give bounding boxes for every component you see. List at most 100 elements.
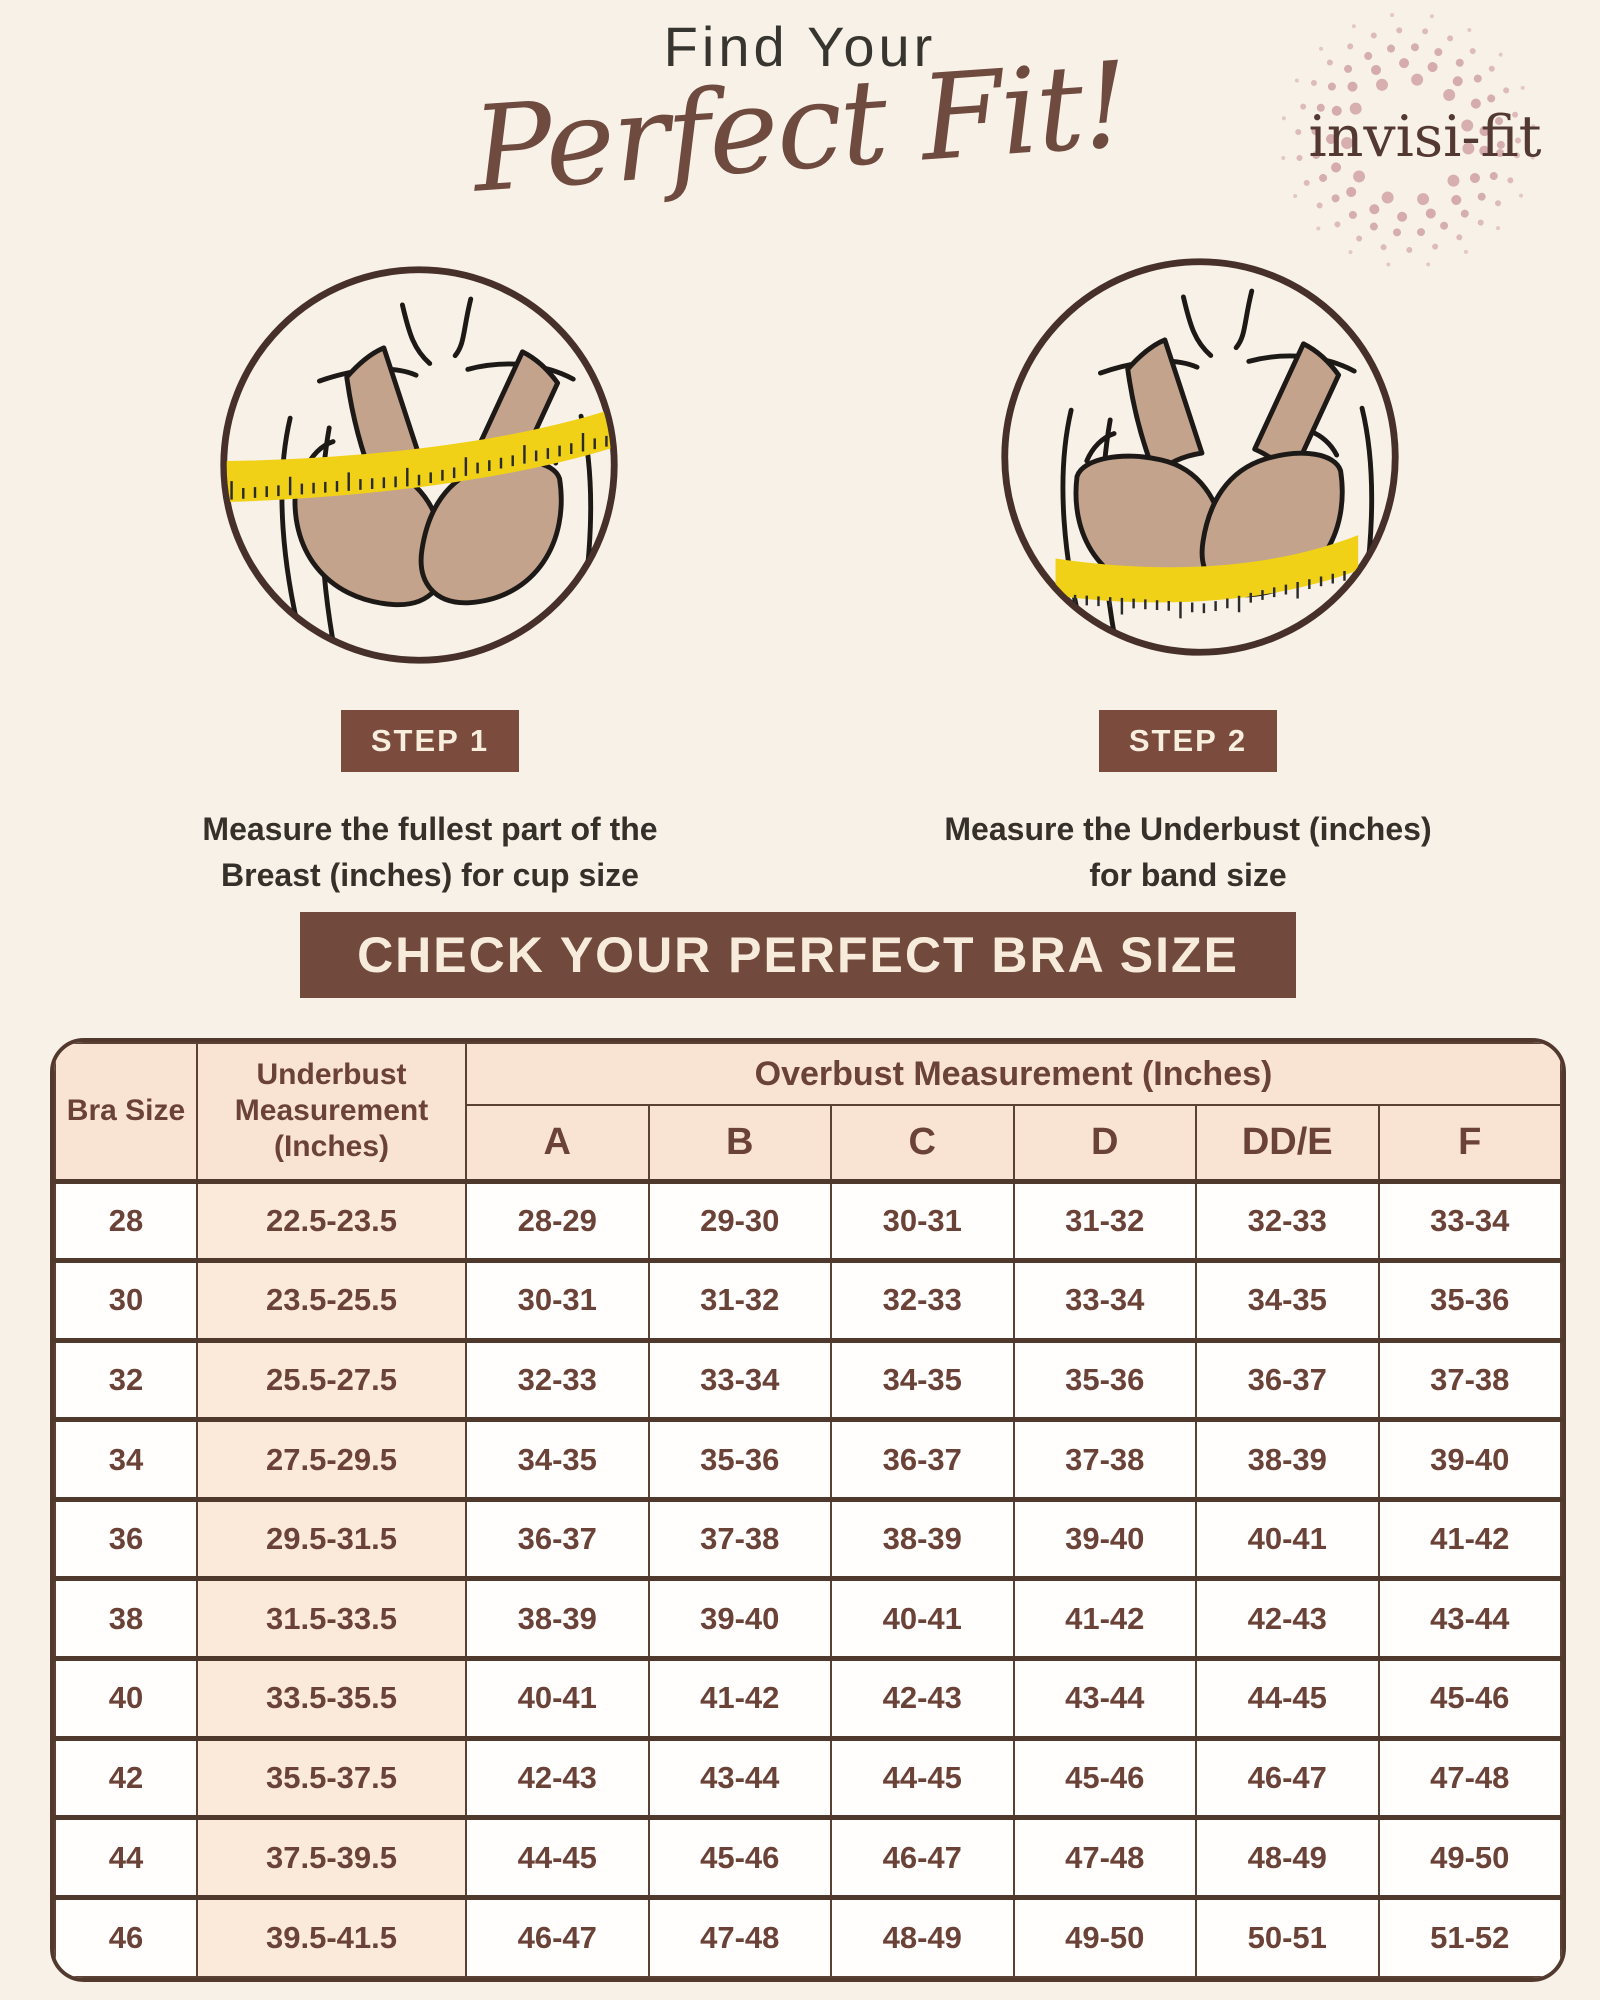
overbust-cell: 45-46 — [1377, 1657, 1562, 1740]
overbust-cell: 38-39 — [465, 1577, 650, 1660]
cup-column-header: B — [647, 1104, 832, 1182]
size-chart-row: 28 22.5-23.5 28-29 29-30 30-31 31-32 32-33 33-3… — [54, 1180, 1562, 1262]
overbust-cell: 32-33 — [1195, 1180, 1380, 1262]
cup-column-header: C — [830, 1104, 1015, 1182]
step1-description-line1: Measure the fullest part of the — [202, 811, 658, 847]
brand-name: invisi-fit — [1308, 104, 1542, 170]
heading-eyebrow: Find Your — [663, 15, 937, 78]
overbust-cell: 41-42 — [1377, 1498, 1562, 1580]
bra-size-cell: 32 — [54, 1339, 198, 1421]
overbust-cell: 40-41 — [465, 1657, 650, 1740]
underbust-cell: 39.5-41.5 — [196, 1896, 467, 1978]
underbust-cell: 33.5-35.5 — [196, 1657, 467, 1740]
measuring-tape-over-bust-icon — [214, 260, 624, 670]
overbust-cell: 44-45 — [830, 1737, 1015, 1819]
overbust-cell: 41-42 — [1012, 1577, 1197, 1660]
underbust-cell: 22.5-23.5 — [196, 1180, 467, 1262]
overbust-cell: 49-50 — [1377, 1816, 1562, 1899]
overbust-cell: 38-39 — [830, 1498, 1015, 1580]
overbust-cell: 49-50 — [1012, 1896, 1197, 1978]
bra-size-cell: 42 — [54, 1737, 198, 1819]
overbust-cell: 34-35 — [830, 1339, 1015, 1421]
overbust-cell: 30-31 — [465, 1259, 650, 1342]
dotted-swirl-icon — [1280, 12, 1536, 268]
step2-description-line2: for band size — [1089, 857, 1287, 893]
overbust-cell: 45-46 — [1012, 1737, 1197, 1819]
overbust-cell: 42-43 — [830, 1657, 1015, 1740]
bra-size-cell: 34 — [54, 1418, 198, 1501]
overbust-cell: 51-52 — [1377, 1896, 1562, 1978]
overbust-cell: 36-37 — [830, 1418, 1015, 1501]
overbust-group-header: Overbust Measurement (Inches) — [465, 1042, 1562, 1106]
overbust-cell: 42-43 — [1195, 1577, 1380, 1660]
bra-size-cell: 46 — [54, 1896, 198, 1978]
underbust-cell: 31.5-33.5 — [196, 1577, 467, 1660]
step1-description-line2: Breast (inches) for cup size — [221, 857, 639, 893]
overbust-cell: 35-36 — [1377, 1259, 1562, 1342]
overbust-cell: 46-47 — [1195, 1737, 1380, 1819]
size-chart-row: 34 27.5-29.5 34-35 35-36 36-37 37-38 38-39 39-4… — [54, 1418, 1562, 1501]
overbust-cell: 37-38 — [647, 1498, 832, 1580]
size-chart-row: 38 31.5-33.5 38-39 39-40 40-41 41-42 42-43 43-4… — [54, 1577, 1562, 1660]
size-chart-table: Bra Size Underbust Measurement (Inches) … — [54, 1042, 1562, 1978]
bra-size-cell: 38 — [54, 1577, 198, 1660]
overbust-cell: 38-39 — [1195, 1418, 1380, 1501]
overbust-cell: 44-45 — [465, 1816, 650, 1899]
underbust-cell: 25.5-27.5 — [196, 1339, 467, 1421]
overbust-cell: 43-44 — [1012, 1657, 1197, 1740]
cup-column-header: DD/E — [1195, 1104, 1380, 1182]
step1-description: Measure the fullest part of the Breast (… — [100, 806, 760, 898]
overbust-cell: 40-41 — [1195, 1498, 1380, 1580]
size-chart-row: 42 35.5-37.5 42-43 43-44 44-45 45-46 46-47 47-4… — [54, 1737, 1562, 1819]
underbust-cell: 35.5-37.5 — [196, 1737, 467, 1819]
step2-description: Measure the Underbust (inches) for band … — [858, 806, 1518, 898]
overbust-cell: 37-38 — [1012, 1418, 1197, 1501]
section-banner: CHECK YOUR PERFECT BRA SIZE — [300, 912, 1296, 998]
cup-column-header: A — [465, 1104, 650, 1182]
overbust-cell: 36-37 — [465, 1498, 650, 1580]
overbust-cell: 50-51 — [1195, 1896, 1380, 1978]
overbust-cell: 32-33 — [465, 1339, 650, 1421]
overbust-cell: 39-40 — [647, 1577, 832, 1660]
bra-size-cell: 28 — [54, 1180, 198, 1262]
size-chart-body: 28 22.5-23.5 28-29 29-30 30-31 31-32 32-33 33-3… — [54, 1180, 1562, 1978]
measuring-tape-under-bust-icon — [995, 252, 1405, 662]
cup-column-header: F — [1377, 1104, 1562, 1182]
overbust-cell: 40-41 — [830, 1577, 1015, 1660]
size-chart-row: 32 25.5-27.5 32-33 33-34 34-35 35-36 36-37 37-3… — [54, 1339, 1562, 1421]
overbust-cell: 42-43 — [465, 1737, 650, 1819]
underbust-cell: 23.5-25.5 — [196, 1259, 467, 1342]
overbust-cell: 34-35 — [1195, 1259, 1380, 1342]
bra-size-cell: 44 — [54, 1816, 198, 1899]
underbust-cell: 37.5-39.5 — [196, 1816, 467, 1899]
overbust-cell: 46-47 — [830, 1816, 1015, 1899]
overbust-cell: 35-36 — [1012, 1339, 1197, 1421]
size-chart-row: 36 29.5-31.5 36-37 37-38 38-39 39-40 40-41 41-4… — [54, 1498, 1562, 1580]
overbust-cell: 45-46 — [647, 1816, 832, 1899]
overbust-cell: 33-34 — [1377, 1180, 1562, 1262]
overbust-cell: 48-49 — [1195, 1816, 1380, 1899]
bra-size-column-header: Bra Size — [54, 1042, 198, 1182]
overbust-cell: 47-48 — [1377, 1737, 1562, 1819]
bra-size-cell: 40 — [54, 1657, 198, 1740]
overbust-cell: 29-30 — [647, 1180, 832, 1262]
brand-logo: invisi-fit — [1270, 8, 1580, 283]
underbust-cell: 29.5-31.5 — [196, 1498, 467, 1580]
overbust-cell: 39-40 — [1012, 1498, 1197, 1580]
step2-badge: STEP 2 — [1099, 710, 1277, 772]
underbust-column-header: Underbust Measurement (Inches) — [196, 1042, 467, 1182]
step1-illustration — [214, 260, 624, 670]
overbust-cell: 37-38 — [1377, 1339, 1562, 1421]
step2-description-line1: Measure the Underbust (inches) — [944, 811, 1432, 847]
overbust-cell: 28-29 — [465, 1180, 650, 1262]
size-chart-row: 30 23.5-25.5 30-31 31-32 32-33 33-34 34-35 35-3… — [54, 1259, 1562, 1342]
cup-labels-row: A B C D DD/E F — [55, 1104, 1562, 1182]
overbust-cell: 48-49 — [830, 1896, 1015, 1978]
overbust-cell: 39-40 — [1377, 1418, 1562, 1501]
overbust-cell: 35-36 — [647, 1418, 832, 1501]
overbust-cell: 47-48 — [1012, 1816, 1197, 1899]
bra-size-cell: 36 — [54, 1498, 198, 1580]
cup-column-header: D — [1012, 1104, 1197, 1182]
overbust-cell: 44-45 — [1195, 1657, 1380, 1740]
step2-illustration — [995, 252, 1405, 662]
